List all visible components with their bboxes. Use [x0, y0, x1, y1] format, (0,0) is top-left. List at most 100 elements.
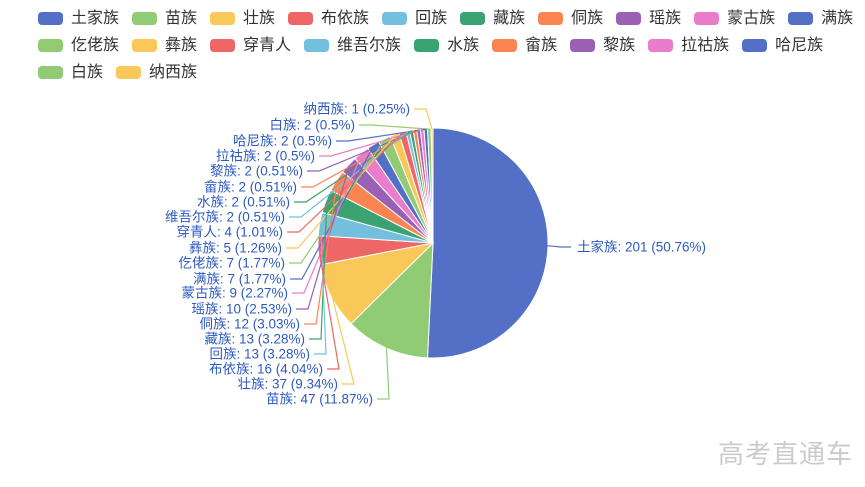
- slice-label-仡佬族: 仡佬族: 7 (1.77%): [178, 256, 285, 271]
- slice-label-穿青人: 穿青人: 4 (1.01%): [176, 225, 283, 240]
- slice-label-藏族: 藏族: 13 (3.28%): [204, 332, 305, 347]
- label-leader-line: [359, 124, 430, 130]
- legend-label: 土家族: [71, 9, 120, 27]
- legend-label: 仡佬族: [71, 36, 120, 54]
- slice-label-侗族: 侗族: 12 (3.03%): [199, 317, 300, 332]
- legend-swatch: [210, 39, 236, 52]
- legend-item-蒙古族[interactable]: 蒙古族: [694, 10, 775, 27]
- legend-item-水族[interactable]: 水族: [414, 37, 479, 54]
- label-leader-line: [546, 245, 571, 248]
- slice-label-畲族: 畲族: 2 (0.51%): [204, 179, 297, 195]
- legend-swatch: [382, 12, 408, 25]
- slice-label-纳西族: 纳西族: 1 (0.25%): [303, 102, 410, 117]
- slice-label-蒙古族: 蒙古族: 9 (2.27%): [181, 286, 288, 301]
- legend-swatch: [694, 12, 720, 25]
- legend-swatch: [210, 12, 236, 25]
- legend-label: 回族: [415, 9, 448, 27]
- label-leader-line: [318, 250, 340, 370]
- legend-swatch: [788, 12, 814, 25]
- legend-item-侗族[interactable]: 侗族: [538, 9, 604, 27]
- legend-label: 瑶族: [649, 9, 682, 27]
- legend-label: 布依族: [321, 9, 370, 27]
- legend-swatch: [414, 39, 440, 52]
- legend-swatch: [538, 12, 564, 25]
- legend-swatch: [492, 39, 518, 52]
- legend-swatch: [116, 66, 142, 79]
- legend-item-纳西族[interactable]: 纳西族: [116, 63, 198, 81]
- legend-label: 纳西族: [149, 63, 198, 81]
- legend-item-瑶族[interactable]: 瑶族: [616, 9, 682, 27]
- legend-item-回族[interactable]: 回族: [382, 9, 448, 27]
- legend-item-畲族[interactable]: 畲族: [492, 36, 558, 54]
- label-leader-line: [301, 129, 416, 188]
- legend-label: 维吾尔族: [337, 36, 402, 54]
- legend-label: 拉祜族: [681, 36, 730, 54]
- legend-swatch: [38, 12, 63, 25]
- legend-item-壮族[interactable]: 壮族: [210, 9, 276, 27]
- label-leader-line: [296, 165, 350, 310]
- legend-swatch: [648, 39, 674, 52]
- legend-swatch: [460, 12, 486, 25]
- legend-label: 侗族: [571, 9, 604, 27]
- legend-item-苗族[interactable]: 苗族: [132, 10, 197, 27]
- legend-item-拉祜族[interactable]: 拉祜族: [648, 36, 730, 54]
- legend-item-仡佬族[interactable]: 仡佬族: [38, 36, 120, 54]
- legend-label: 彝族: [165, 36, 198, 54]
- legend-item-穿青人[interactable]: 穿青人: [210, 36, 292, 54]
- label-leader-line: [331, 295, 355, 385]
- slice-label-回族: 回族: 13 (3.28%): [209, 347, 310, 362]
- slice-label-拉祜族: 拉祜族: 2 (0.5%): [216, 149, 315, 164]
- label-leader-line: [309, 201, 328, 340]
- slice-label-水族: 水族: 2 (0.51%): [197, 195, 290, 210]
- slice-label-维吾尔族: 维吾尔族: 2 (0.51%): [165, 210, 285, 225]
- slice-label-瑶族: 瑶族: 10 (2.53%): [191, 302, 292, 317]
- label-leader-line: [290, 145, 375, 280]
- legend-swatch: [38, 39, 63, 52]
- legend-label: 哈尼族: [775, 36, 824, 54]
- slice-label-苗族: 苗族: 47 (11.87%): [266, 392, 373, 407]
- legend-item-土家族[interactable]: 土家族: [38, 9, 120, 27]
- legend-swatch: [132, 39, 158, 52]
- label-leader-line: [377, 347, 390, 400]
- legend-item-维吾尔族[interactable]: 维吾尔族: [304, 36, 402, 54]
- label-leader-line: [292, 153, 363, 294]
- label-leader-line: [289, 139, 386, 264]
- label-leader-line: [289, 131, 409, 218]
- legend-swatch: [742, 39, 768, 52]
- legend-swatch: [616, 12, 642, 25]
- legend-row: 仡佬族 彝族 穿青人 维吾尔族 水族 畲族 黎族 拉祜族 哈尼族: [38, 32, 853, 59]
- slice-label-彝族: 彝族: 5 (1.26%): [189, 241, 282, 256]
- legend-item-藏族[interactable]: 藏族: [460, 9, 526, 27]
- legend-item-满族[interactable]: 满族: [788, 9, 854, 27]
- legend-item-黎族[interactable]: 黎族: [570, 36, 636, 54]
- label-leader-line: [336, 128, 426, 142]
- legend-item-布依族[interactable]: 布依族: [288, 9, 370, 27]
- legend-swatch: [570, 39, 596, 52]
- legend-label: 穿青人: [243, 36, 292, 54]
- slice-label-黎族: 黎族: 2 (0.51%): [210, 164, 303, 179]
- legend-label: 畲族: [525, 36, 558, 54]
- legend-label: 白族: [71, 63, 104, 81]
- slice-label-土家族: 土家族: 201 (50.76%): [577, 239, 706, 255]
- legend-label: 满族: [821, 9, 854, 27]
- legend: 土家族 苗族 壮族 布依族 回族 藏族 侗族 瑶族 蒙古族 满族仡佬族 彝族 穿青人 维吾尔族 水族 畲族 黎…: [38, 5, 853, 86]
- pie-slice-土家族[interactable]: [427, 127, 549, 359]
- label-leader-line: [307, 129, 419, 172]
- legend-label: 壮族: [243, 9, 276, 27]
- slice-label-满族: 满族: 7 (1.77%): [193, 272, 286, 287]
- slice-label-哈尼族: 哈尼族: 2 (0.5%): [233, 134, 332, 149]
- label-leader-line: [414, 108, 433, 130]
- legend-label: 黎族: [603, 36, 636, 54]
- legend-item-彝族[interactable]: 彝族: [132, 36, 198, 54]
- legend-swatch: [132, 12, 158, 25]
- legend-item-白族[interactable]: 白族: [38, 63, 104, 81]
- watermark: 高考直通车: [717, 439, 853, 469]
- legend-item-哈尼族[interactable]: 哈尼族: [742, 36, 824, 54]
- legend-swatch: [304, 39, 330, 52]
- slice-label-布依族: 布依族: 16 (4.04%): [209, 362, 323, 377]
- legend-label: 藏族: [493, 9, 526, 27]
- slice-label-壮族: 壮族: 37 (9.34%): [237, 377, 338, 392]
- slice-label-白族: 白族: 2 (0.5%): [269, 118, 355, 133]
- legend-swatch: [38, 66, 63, 79]
